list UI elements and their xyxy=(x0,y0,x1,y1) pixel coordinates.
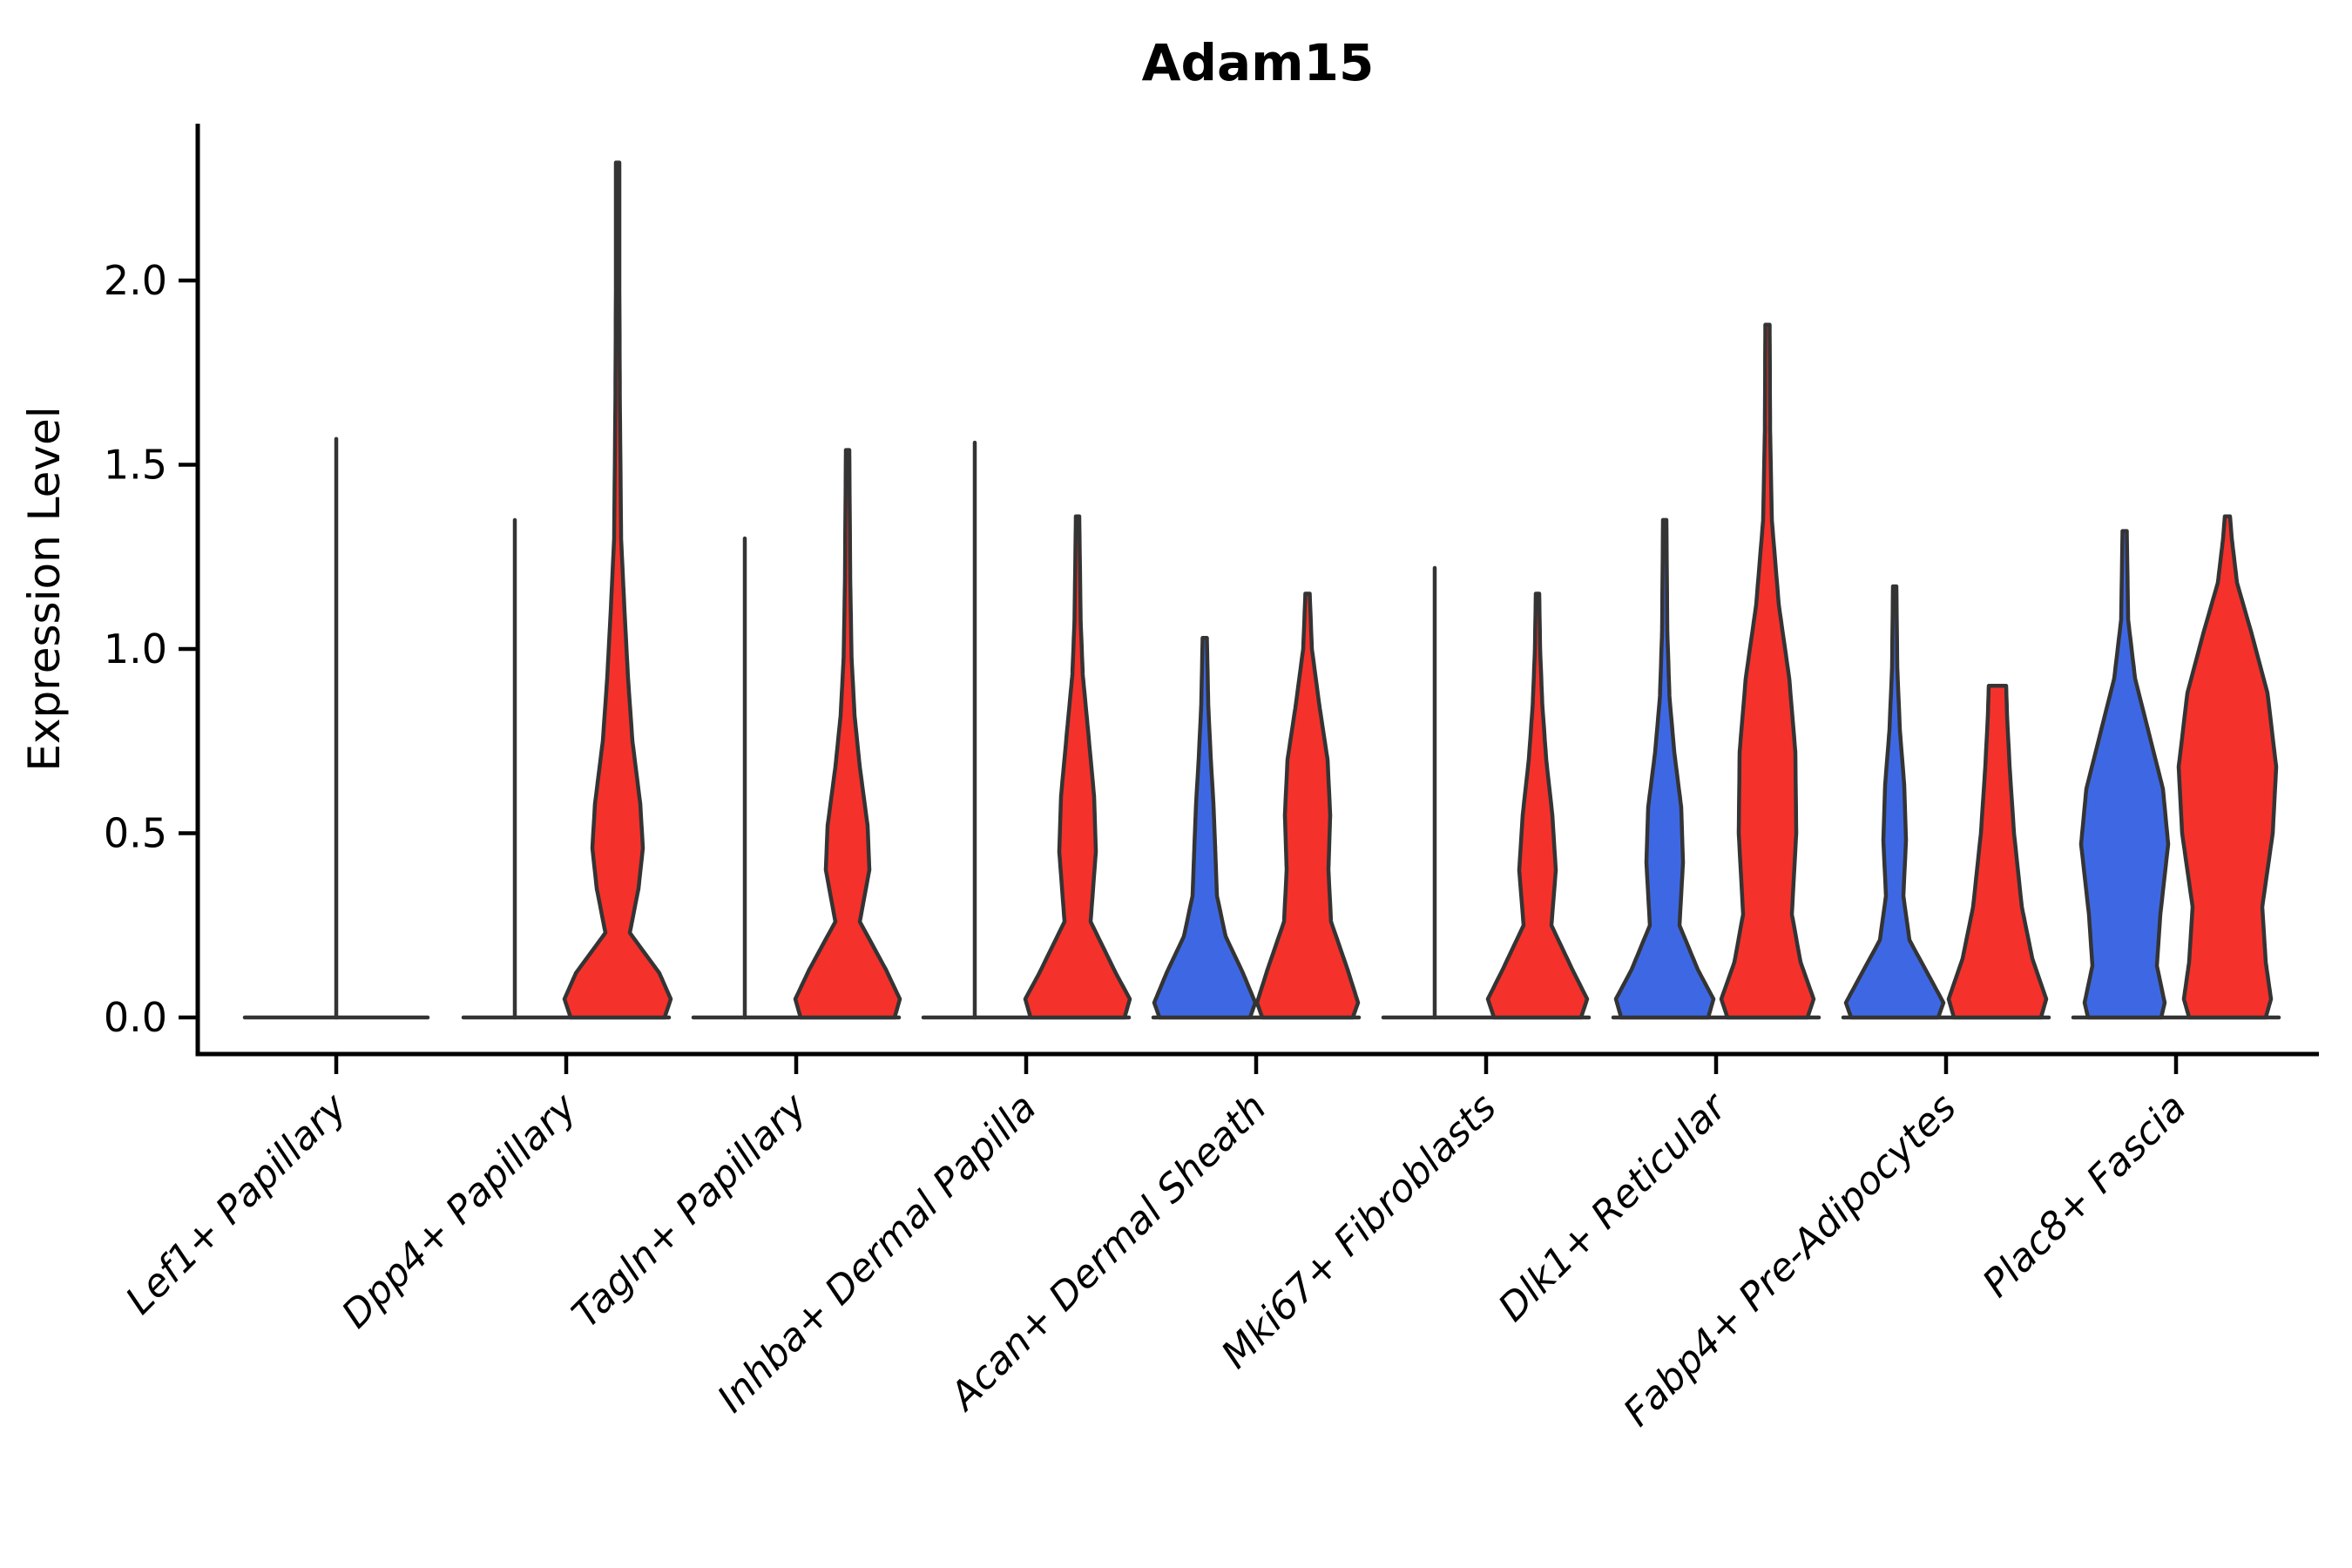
plot-title: Adam15 xyxy=(1142,33,1375,92)
violin-red-dpp4-papillary xyxy=(562,160,673,1020)
x-tick-label-tagln-papillary: Tagln+ Papillary xyxy=(564,1085,815,1336)
y-axis-label: Expression Level xyxy=(19,406,70,771)
y-tick-label: 1.5 xyxy=(104,442,167,489)
x-tick-label-dpp4-papillary: Dpp4+ Papillary xyxy=(334,1085,586,1337)
violin-red-mki67-fibroblasts xyxy=(1485,591,1590,1020)
x-tick-label-dlk1-reticular: Dlk1+ Reticular xyxy=(1490,1084,1736,1330)
y-tick-label: 2.0 xyxy=(104,257,167,304)
violin-blue-dlk1-reticular xyxy=(1613,517,1716,1020)
violin-blue-acan-dermal-sheath xyxy=(1152,636,1258,1020)
x-tick-label-lef1-papillary: Lef1+ Papillary xyxy=(118,1085,356,1323)
violin-red-plac8-fascia xyxy=(2176,514,2279,1020)
violin-red-acan-dermal-sheath xyxy=(1254,591,1361,1020)
x-tick-label-plac8-fascia: Plac8+ Fascia xyxy=(1974,1085,2194,1306)
violin-red-inhba-dermal-papilla xyxy=(1023,514,1132,1020)
violin-red-tagln-papillary xyxy=(793,448,902,1020)
y-tick-label: 0.5 xyxy=(104,810,167,857)
y-tick-label: 1.0 xyxy=(104,625,167,672)
violin-blue-fabp4-pre-adipocytes xyxy=(1843,584,1946,1020)
violin-blue-plac8-fascia xyxy=(2078,529,2171,1020)
violin-red-fabp4-pre-adipocytes xyxy=(1946,684,2049,1020)
violin-red-dlk1-reticular xyxy=(1719,322,1816,1020)
y-tick-label: 0.0 xyxy=(104,994,167,1041)
